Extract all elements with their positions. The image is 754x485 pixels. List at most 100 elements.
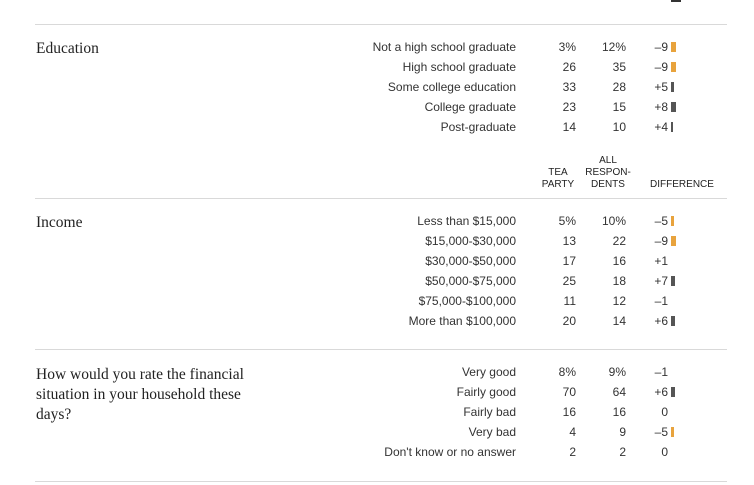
all-respondents-value: 16: [612, 254, 626, 268]
row-label: Very bad: [468, 425, 516, 439]
row-label: Less than $15,000: [417, 214, 516, 228]
all-respondents-value: 22: [612, 234, 626, 248]
difference-bar: [671, 122, 673, 132]
difference-value: –9: [654, 40, 668, 54]
table-row: Very good 8% 9% –1: [0, 362, 754, 382]
difference-value: –5: [654, 214, 668, 228]
tea-party-value: 8%: [558, 365, 576, 379]
difference-value: –9: [654, 234, 668, 248]
difference-value: –9: [654, 60, 668, 74]
difference-value: +5: [654, 80, 668, 94]
tea-party-value: 14: [562, 120, 576, 134]
all-respondents-value: 12: [612, 294, 626, 308]
all-respondents-value: 64: [612, 385, 626, 399]
row-label: Post-graduate: [440, 120, 516, 134]
row-label: $75,000-$100,000: [418, 294, 516, 308]
difference-bar: [671, 236, 676, 246]
row-label: More than $100,000: [408, 314, 516, 328]
tea-party-header-line: PARTY: [541, 179, 575, 190]
row-label: Don't know or no answer: [384, 445, 516, 459]
section-title-income: Income: [36, 214, 83, 231]
difference-value: 0: [661, 445, 668, 459]
top-rule: [35, 24, 727, 25]
tea-party-value: 2: [569, 445, 576, 459]
difference-bar: [671, 62, 676, 72]
tea-party-value: 20: [562, 314, 576, 328]
tea-party-value: 16: [562, 405, 576, 419]
row-label: College graduate: [424, 100, 516, 114]
tea-party-value: 33: [562, 80, 576, 94]
all-respondents-value: 12%: [601, 40, 626, 54]
difference-bar: [671, 316, 675, 326]
all-respondents-value: 9%: [608, 365, 626, 379]
all-respondents-value: 9: [619, 425, 626, 439]
difference-value: +4: [654, 120, 668, 134]
tea-party-value: 11: [563, 294, 576, 308]
all-respondents-header-line: DENTS: [591, 179, 625, 190]
column-header-all-respondents: ALL RESPON- DENTS: [580, 155, 636, 191]
row-label: High school graduate: [402, 60, 516, 74]
all-respondents-value: 10%: [601, 214, 626, 228]
difference-bar: [671, 387, 675, 397]
difference-value: +6: [654, 314, 668, 328]
table-row: More than $100,000 20 14 +6: [0, 311, 754, 331]
table-row: Fairly bad 16 16 0: [0, 402, 754, 422]
difference-bar: [671, 42, 676, 52]
all-respondents-value: 15: [612, 100, 626, 114]
table-row: Fairly good 70 64 +6: [0, 382, 754, 402]
table-row: Some college education 33 28 +5: [0, 77, 754, 97]
difference-value: –5: [654, 425, 668, 439]
section-divider: [35, 198, 727, 199]
top-tick-mark: [671, 0, 681, 2]
table-row: College graduate 23 15 +8: [0, 97, 754, 117]
difference-bar: [671, 276, 675, 286]
tea-party-value: 70: [562, 385, 576, 399]
row-label: Fairly bad: [463, 405, 516, 419]
all-respondents-value: 18: [612, 274, 626, 288]
row-label: $30,000-$50,000: [425, 254, 516, 268]
table-row: $50,000-$75,000 25 18 +7: [0, 271, 754, 291]
table-row: Not a high school graduate 3% 12% –9: [0, 37, 754, 57]
tea-party-value: 25: [562, 274, 576, 288]
tea-party-value: 17: [562, 254, 576, 268]
difference-value: –1: [654, 294, 668, 308]
all-respondents-value: 14: [612, 314, 626, 328]
all-respondents-value: 16: [612, 405, 626, 419]
bottom-rule: [35, 481, 727, 482]
table-row: $75,000-$100,000 11 12 –1: [0, 291, 754, 311]
table-row: $30,000-$50,000 17 16 +1: [0, 251, 754, 271]
table-row: $15,000-$30,000 13 22 –9: [0, 231, 754, 251]
all-respondents-value: 2: [619, 445, 626, 459]
difference-value: +6: [654, 385, 668, 399]
section-title-financial-situation: How would you rate the financial situati…: [36, 366, 244, 423]
row-label: $50,000-$75,000: [425, 274, 516, 288]
row-label: Very good: [461, 365, 516, 379]
column-header-tea-party: TEA PARTY: [538, 167, 578, 191]
tea-party-value: 26: [562, 60, 576, 74]
all-respondents-value: 28: [612, 80, 626, 94]
difference-value: 0: [661, 405, 668, 419]
difference-value: –1: [654, 365, 668, 379]
table-row: Don't know or no answer 2 2 0: [0, 442, 754, 462]
difference-bar: [671, 82, 674, 92]
difference-bar: [671, 216, 674, 226]
all-respondents-value: 35: [612, 60, 626, 74]
tea-party-value: 5%: [558, 214, 576, 228]
table-row: Very bad 4 9 –5: [0, 422, 754, 442]
row-label: Fairly good: [456, 385, 516, 399]
all-respondents-value: 10: [612, 120, 626, 134]
tea-party-value: 13: [562, 234, 576, 248]
table-row: Less than $15,000 5% 10% –5: [0, 211, 754, 231]
column-header-difference: DIFFERENCE: [650, 179, 714, 190]
table-row: Post-graduate 14 10 +4: [0, 117, 754, 137]
all-respondents-header-line: ALL: [599, 155, 617, 166]
row-label: $15,000-$30,000: [425, 234, 516, 248]
difference-value: +8: [654, 100, 668, 114]
section-title-education: Education: [36, 40, 99, 57]
difference-value: +7: [654, 274, 668, 288]
table-row: High school graduate 26 35 –9: [0, 57, 754, 77]
tea-party-value: 3%: [558, 40, 576, 54]
all-respondents-header-line: RESPON-: [585, 167, 631, 178]
difference-bar: [671, 102, 676, 112]
difference-bar: [671, 427, 674, 437]
